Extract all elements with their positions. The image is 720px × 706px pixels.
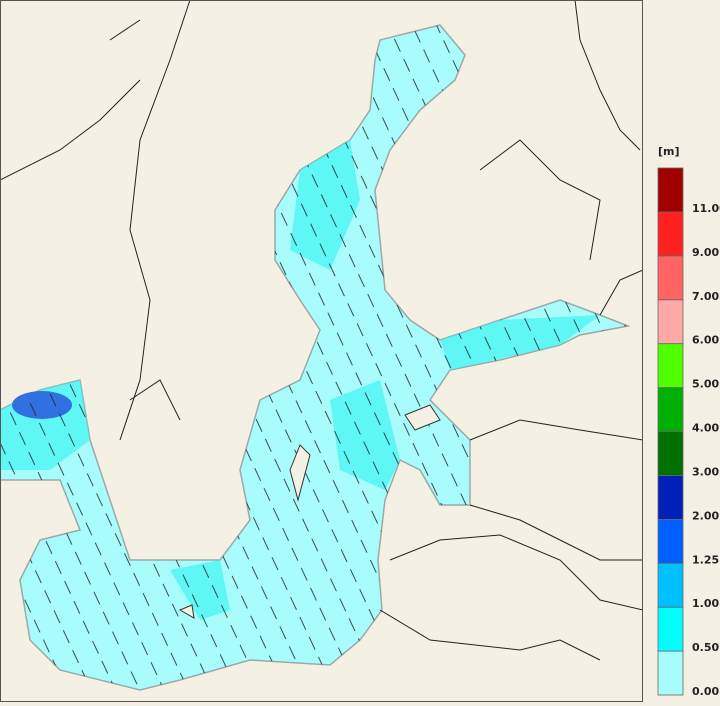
legend-swatch <box>657 211 684 257</box>
legend-swatch <box>657 167 684 213</box>
wind-arrows <box>0 25 628 690</box>
legend-swatch <box>657 387 684 432</box>
legend-label: 2.00 <box>692 509 719 522</box>
legend-swatch <box>657 299 684 345</box>
legend-label: 9.00 <box>692 246 719 259</box>
legend-swatch <box>657 562 684 608</box>
borders <box>119 0 643 661</box>
legend-label: 1.25 <box>692 553 719 566</box>
legend-label: 0.50 <box>692 641 719 654</box>
legend-swatch <box>657 343 684 388</box>
legend-label: 11.00 <box>692 202 720 215</box>
legend-swatch <box>657 650 684 696</box>
legend-swatch <box>657 518 684 564</box>
legend-swatch <box>657 475 684 520</box>
coastline <box>0 19 601 421</box>
map <box>0 0 643 691</box>
legend-label: 5.00 <box>692 378 719 391</box>
legend-swatch <box>657 255 684 301</box>
legend-swatch <box>657 431 684 476</box>
islands <box>178 404 441 619</box>
legend-unit: [m] <box>658 145 680 158</box>
legend-label: 1.00 <box>692 597 719 610</box>
legend: [m] 0.00 0.50 1.00 1.25 2.00 3.00 4.00 5.00 6.00… <box>657 145 720 698</box>
legend-label: 4.00 <box>692 422 719 435</box>
legend-label: 6.00 <box>692 334 719 347</box>
legend-label: 7.00 <box>692 290 719 303</box>
legend-label: 3.00 <box>692 465 719 478</box>
legend-swatch <box>657 606 684 652</box>
legend-label: 0.00 <box>692 685 719 698</box>
